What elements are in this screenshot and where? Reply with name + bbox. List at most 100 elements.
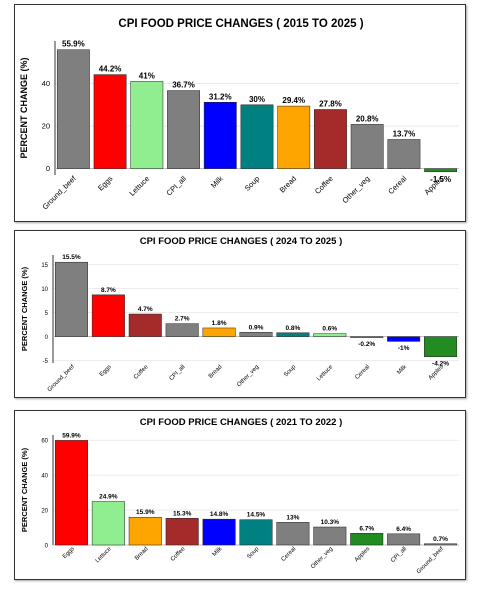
bar-chart-2021-2022: CPI FOOD PRICE CHANGES ( 2021 TO 2022 ) P… bbox=[20, 417, 459, 575]
chart-panel-2024-2025: CPI FOOD PRICE CHANGES ( 2024 TO 2025 ) P… bbox=[14, 230, 466, 398]
bar-cereal bbox=[276, 522, 310, 546]
category-label-milk: Milk bbox=[396, 363, 408, 375]
data-label-other-veg: 0.9% bbox=[249, 324, 264, 331]
data-label-cereal: 13.7% bbox=[393, 129, 416, 138]
y-tick-label: 60 bbox=[41, 439, 48, 445]
data-label-coffee: 27.8% bbox=[319, 99, 342, 108]
category-label-other-veg: Other_veg bbox=[236, 364, 260, 388]
category-label-cereal: Cereal bbox=[386, 174, 408, 196]
category-label-apples: Apples bbox=[354, 546, 371, 563]
bar-coffee bbox=[128, 313, 162, 337]
bar-lettuce bbox=[130, 81, 164, 169]
data-label-ground-beef: 55.9% bbox=[62, 40, 85, 49]
bar-milk bbox=[202, 518, 236, 546]
data-label-cpi-all: 2.7% bbox=[175, 316, 190, 323]
category-label-ground-beef: Ground_beef bbox=[47, 364, 76, 393]
data-label-ground-beef: 0.7% bbox=[433, 536, 448, 543]
y-axis-label: PERCENT CHANGE (%) bbox=[19, 57, 29, 158]
chart-title: CPI FOOD PRICE CHANGES ( 2024 TO 2025 ) bbox=[140, 236, 343, 247]
bar-bread bbox=[202, 327, 236, 337]
data-label-cereal: 13% bbox=[286, 514, 299, 521]
data-label-bread: 29.4% bbox=[282, 96, 305, 105]
y-tick-label: 40 bbox=[42, 79, 50, 88]
category-label-coffee: Coffee bbox=[170, 546, 187, 563]
y-tick-label: 0 bbox=[46, 164, 50, 173]
category-label-lettuce: Lettuce bbox=[316, 364, 335, 383]
category-label-soup: Soup bbox=[246, 546, 261, 561]
data-label-bread: 15.9% bbox=[136, 509, 155, 516]
bar-other-veg bbox=[313, 526, 347, 546]
bar-cpi-all bbox=[167, 90, 200, 169]
bar-chart-2015-2025: CPI FOOD PRICE CHANGES ( 2015 TO 2025 ) P… bbox=[19, 18, 459, 211]
y-tick-label: 0 bbox=[45, 335, 49, 341]
data-label-ground-beef: 15.5% bbox=[62, 254, 81, 261]
bar-ground-beef bbox=[56, 49, 90, 169]
category-label-ground-beef: Ground_beef bbox=[40, 173, 78, 211]
bar-soup bbox=[240, 104, 274, 169]
y-tick-label: 10 bbox=[41, 287, 48, 293]
bar-bread bbox=[128, 516, 162, 546]
data-label-soup: 14.5% bbox=[247, 512, 266, 519]
data-label-coffee: 4.7% bbox=[138, 306, 153, 313]
data-label-eggs: 44.2% bbox=[99, 65, 122, 74]
category-label-bread: Bread bbox=[134, 546, 150, 562]
category-label-cereal: Cereal bbox=[354, 364, 371, 381]
bar-coffee bbox=[314, 109, 347, 169]
category-label-cpi-all: CPI_all bbox=[390, 546, 408, 564]
category-label-coffee: Coffee bbox=[313, 174, 335, 196]
data-label-apples: 6.7% bbox=[359, 525, 374, 532]
bar-ground-beef bbox=[424, 543, 458, 546]
chart-panel-2015-2025: CPI FOOD PRICE CHANGES ( 2015 TO 2025 ) P… bbox=[14, 4, 466, 222]
bar-cereal bbox=[350, 336, 384, 338]
bar-apples bbox=[350, 533, 384, 546]
bar-chart-2024-2025: CPI FOOD PRICE CHANGES ( 2024 TO 2025 ) P… bbox=[20, 236, 459, 393]
bar-other-veg bbox=[350, 124, 384, 169]
bar-bread bbox=[277, 105, 311, 169]
data-label-cpi-all: 6.4% bbox=[396, 526, 411, 533]
y-axis-label: PERCENT CHANGE (%) bbox=[20, 266, 29, 351]
y-tick-label: 40 bbox=[41, 474, 48, 480]
data-label-milk: 31.2% bbox=[209, 92, 232, 101]
category-label-coffee: Coffee bbox=[133, 364, 150, 381]
data-label-soup: 30% bbox=[249, 95, 265, 104]
bar-soup bbox=[239, 519, 273, 546]
bar-lettuce bbox=[91, 501, 125, 546]
y-tick-label: -5 bbox=[43, 359, 49, 365]
category-label-eggs: Eggs bbox=[96, 174, 115, 193]
data-label-eggs: 59.9% bbox=[62, 432, 81, 439]
bar-eggs bbox=[93, 74, 127, 169]
category-label-eggs: Eggs bbox=[99, 364, 113, 378]
data-label-other-veg: 10.3% bbox=[321, 519, 340, 526]
data-label-lettuce: 41% bbox=[139, 71, 155, 80]
y-tick-label: 20 bbox=[41, 509, 48, 515]
bar-cereal bbox=[387, 139, 421, 169]
category-label-soup: Soup bbox=[243, 174, 262, 193]
category-label-milk: Milk bbox=[209, 174, 225, 190]
data-label-eggs: 8.7% bbox=[101, 287, 116, 294]
bar-cpi-all bbox=[165, 323, 199, 337]
data-label-soup: 0.8% bbox=[285, 325, 300, 332]
category-label-cereal: Cereal bbox=[281, 546, 298, 563]
bar-ground-beef bbox=[54, 261, 88, 337]
data-label-other-veg: 20.8% bbox=[356, 114, 379, 123]
data-label-apples: -1.5% bbox=[430, 175, 451, 184]
y-tick-label: 5 bbox=[45, 311, 49, 317]
category-label-bread: Bread bbox=[278, 174, 299, 195]
chart-title: CPI FOOD PRICE CHANGES ( 2021 TO 2022 ) bbox=[140, 417, 343, 428]
category-label-cpi-all: CPI_all bbox=[169, 364, 187, 382]
data-label-bread: 1.8% bbox=[212, 320, 227, 327]
data-label-milk: -1% bbox=[398, 345, 410, 352]
bar-apples bbox=[424, 168, 458, 173]
category-label-other-veg: Other_veg bbox=[310, 546, 334, 570]
y-axis-label: PERCENT CHANGE (%) bbox=[20, 447, 29, 532]
category-label-ground-beef: Ground_beef bbox=[416, 546, 445, 575]
data-label-cereal: -0.2% bbox=[358, 341, 375, 348]
category-label-milk: Milk bbox=[212, 545, 224, 557]
bar-milk bbox=[203, 102, 237, 169]
bar-apples bbox=[424, 336, 458, 358]
bar-coffee bbox=[165, 518, 199, 546]
y-tick-label: 0 bbox=[45, 544, 49, 550]
data-label-milk: 14.8% bbox=[210, 511, 229, 518]
category-label-cpi-all: CPI_all bbox=[164, 174, 188, 198]
category-label-soup: Soup bbox=[283, 364, 298, 379]
